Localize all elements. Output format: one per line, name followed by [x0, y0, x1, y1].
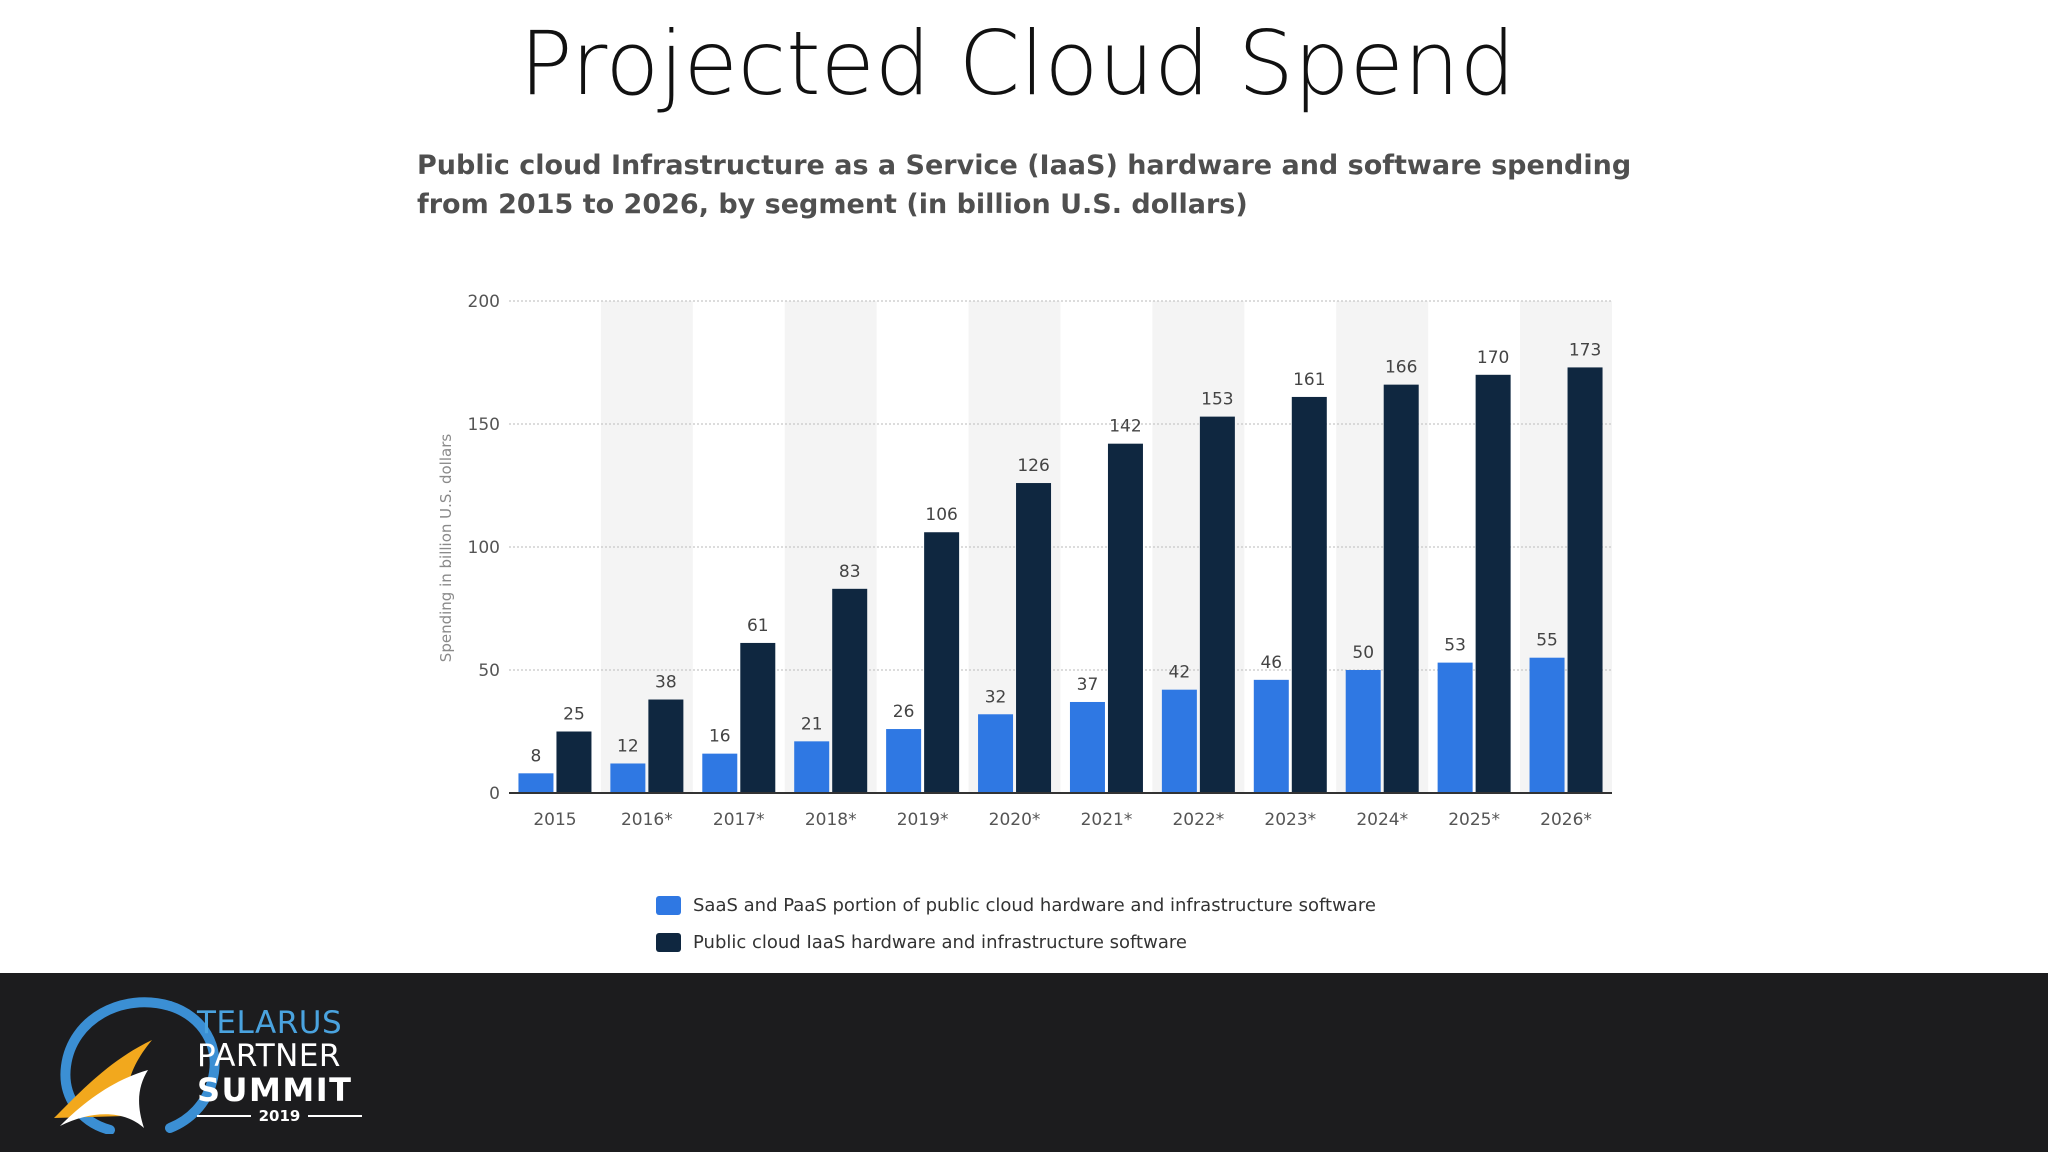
legend-swatch-iaas — [656, 933, 681, 952]
bar-saas-paas[interactable] — [610, 763, 646, 793]
bar-iaas[interactable] — [924, 532, 960, 793]
legend-swatch-saas-paas — [656, 896, 681, 915]
x-tick-label: 2015 — [533, 810, 576, 830]
y-axis-title: Spending in billion U.S. dollars — [437, 434, 455, 663]
y-tick-label: 150 — [468, 415, 500, 435]
x-tick-label: 2025* — [1448, 810, 1500, 830]
data-label: 153 — [1201, 390, 1233, 410]
y-tick-label: 100 — [468, 538, 500, 558]
data-label: 161 — [1293, 370, 1325, 390]
bar-iaas[interactable] — [556, 731, 592, 794]
logo-line-summit: SUMMIT — [197, 1071, 353, 1109]
legend-item-saas-paas[interactable]: SaaS and PaaS portion of public cloud ha… — [656, 887, 1376, 924]
x-tick-label: 2022* — [1172, 810, 1224, 830]
bar-iaas[interactable] — [648, 699, 684, 793]
logo-line-partner: PARTNER — [197, 1038, 341, 1074]
bar-saas-paas[interactable] — [1253, 679, 1289, 793]
bar-iaas[interactable] — [1016, 483, 1052, 793]
x-tick-label: 2017* — [713, 810, 765, 830]
data-label: 26 — [893, 702, 915, 722]
legend: SaaS and PaaS portion of public cloud ha… — [656, 887, 1376, 961]
bar-iaas[interactable] — [1199, 416, 1235, 793]
data-label: 46 — [1260, 653, 1282, 673]
data-label: 61 — [747, 616, 769, 636]
y-axis-ticks: 0 50 100 150 200 — [468, 292, 500, 804]
x-axis-ticks: 2015 2016* 2017* 2018* 2019* 2020* 2021* 2022* 2… — [533, 810, 1592, 830]
logo-rule-left — [197, 1115, 251, 1117]
data-label: 12 — [617, 736, 639, 756]
y-tick-label: 50 — [478, 661, 500, 681]
data-label: 50 — [1352, 643, 1374, 663]
data-label: 126 — [1017, 456, 1049, 476]
data-label: 55 — [1536, 631, 1558, 651]
x-tick-label: 2026* — [1540, 810, 1592, 830]
data-label: 170 — [1477, 348, 1509, 368]
x-tick-label: 2024* — [1356, 810, 1408, 830]
data-label: 21 — [801, 714, 823, 734]
data-label: 173 — [1569, 340, 1601, 360]
data-label: 38 — [655, 673, 677, 693]
bar-iaas[interactable] — [1107, 443, 1143, 793]
bar-saas-paas[interactable] — [1161, 689, 1197, 793]
data-label: 53 — [1444, 636, 1466, 656]
x-tick-label: 2023* — [1264, 810, 1316, 830]
bar-chart: 0 50 100 150 200 Spending in billion U.S. do… — [437, 292, 1612, 830]
data-label: 166 — [1385, 358, 1417, 378]
data-label: 37 — [1077, 675, 1099, 695]
data-label: 8 — [531, 746, 542, 766]
data-label: 83 — [839, 562, 861, 582]
data-label: 16 — [709, 727, 731, 747]
bar-saas-paas[interactable] — [702, 753, 738, 793]
y-tick-label: 200 — [468, 292, 500, 312]
x-tick-label: 2021* — [1081, 810, 1133, 830]
y-tick-label: 0 — [489, 784, 500, 804]
data-label: 32 — [985, 687, 1007, 707]
logo-wordmark: TELARUS PARTNER SUMMIT 2019 — [197, 1007, 362, 1125]
telarus-logo-icon — [54, 997, 220, 1134]
data-labels: 8 25 12 38 16 61 21 83 26 106 32 126 37 142 42 153 46 161… — [531, 340, 1602, 766]
x-tick-label: 2016* — [621, 810, 673, 830]
bar-iaas[interactable] — [1475, 374, 1511, 793]
data-label: 25 — [563, 705, 585, 725]
bar-saas-paas[interactable] — [518, 773, 554, 793]
data-label: 42 — [1169, 663, 1191, 683]
legend-item-iaas[interactable]: Public cloud IaaS hardware and infrastru… — [656, 924, 1376, 961]
logo-rule-right — [308, 1115, 362, 1117]
bar-saas-paas[interactable] — [1437, 662, 1473, 793]
logo-line-telarus: TELARUS — [197, 1005, 343, 1041]
bar-iaas[interactable] — [1383, 384, 1419, 793]
bar-iaas[interactable] — [740, 642, 776, 793]
bars — [518, 367, 1603, 794]
x-tick-label: 2020* — [989, 810, 1041, 830]
x-tick-label: 2019* — [897, 810, 949, 830]
x-tick-label: 2018* — [805, 810, 857, 830]
chart-title: Public cloud Infrastructure as a Service… — [417, 150, 1632, 220]
bar-saas-paas[interactable] — [1069, 701, 1105, 793]
bar-iaas[interactable] — [1567, 367, 1603, 793]
bar-saas-paas[interactable] — [1345, 670, 1381, 793]
slide-title: Projected Cloud Spend — [519, 12, 1516, 115]
bar-iaas[interactable] — [832, 588, 868, 793]
data-label: 106 — [925, 505, 957, 525]
legend-label-saas-paas: SaaS and PaaS portion of public cloud ha… — [693, 895, 1376, 916]
data-label: 142 — [1109, 417, 1141, 437]
bar-saas-paas[interactable] — [1529, 657, 1565, 793]
bar-saas-paas[interactable] — [978, 714, 1014, 793]
footer-band — [0, 973, 2048, 1152]
logo-year-row: 2019 — [197, 1107, 362, 1125]
bar-iaas[interactable] — [1291, 396, 1327, 793]
bar-saas-paas[interactable] — [886, 729, 922, 793]
bar-saas-paas[interactable] — [794, 741, 830, 793]
legend-label-iaas: Public cloud IaaS hardware and infrastru… — [693, 932, 1187, 953]
logo-year: 2019 — [258, 1107, 301, 1125]
